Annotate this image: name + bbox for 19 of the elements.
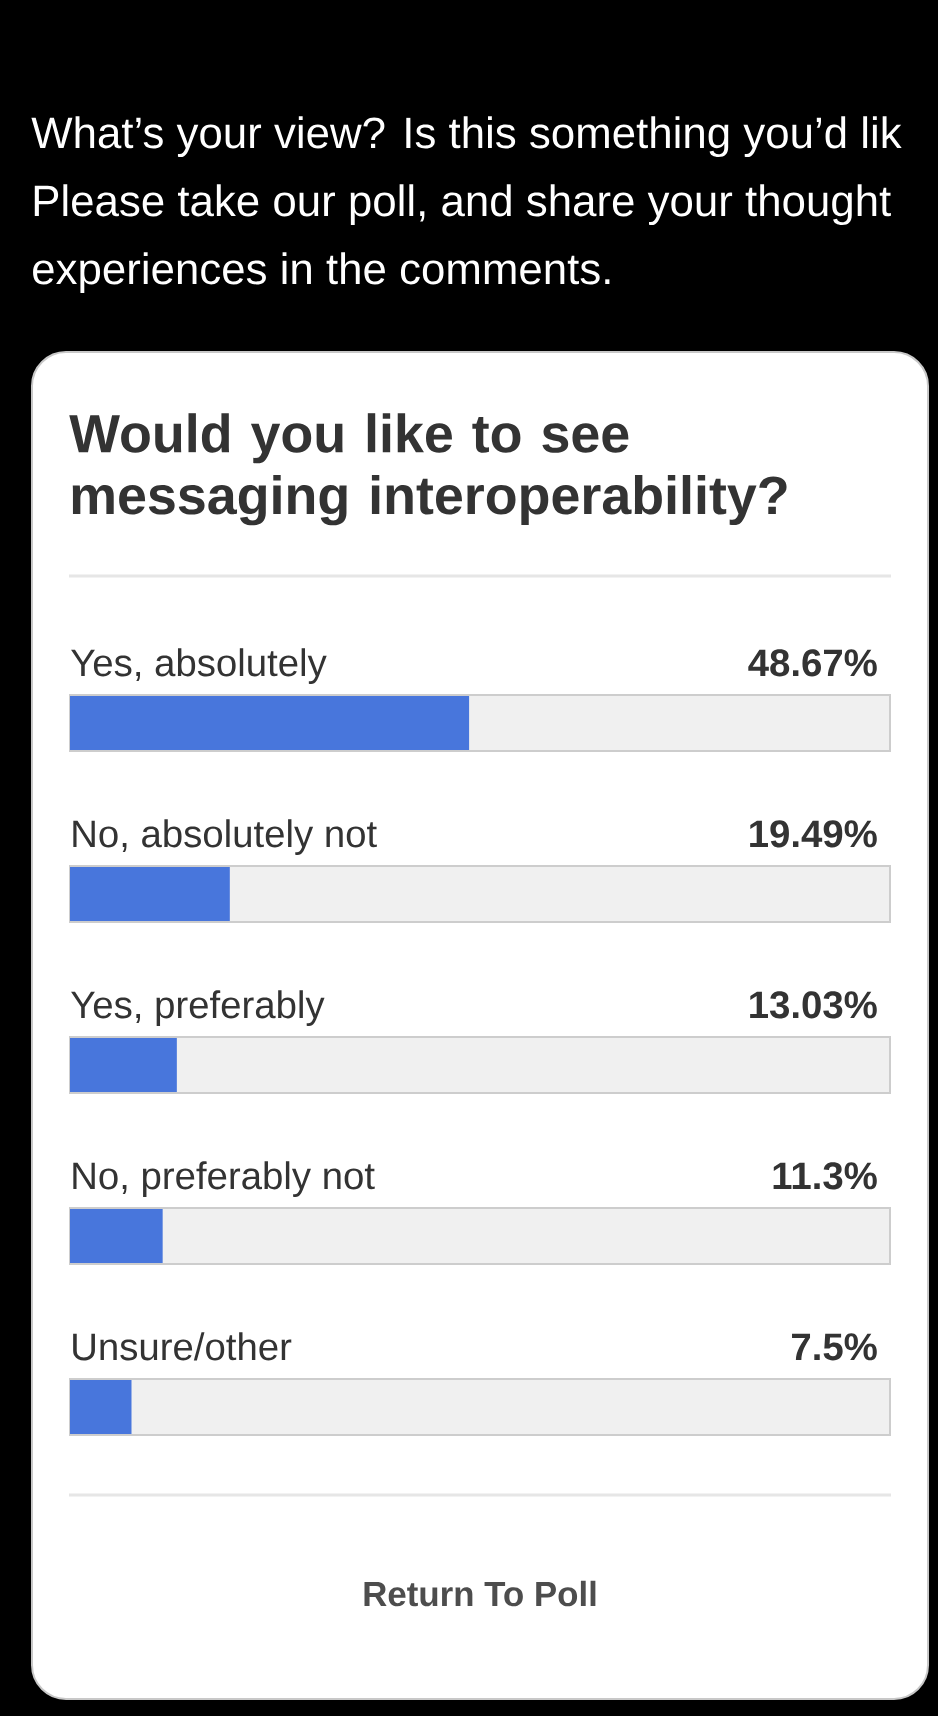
y-tick-label: Yes, absolutely [71, 648, 327, 684]
text: Please take our poll, and share your thought [34, 184, 891, 226]
text: experiences in the comments. [33, 252, 610, 294]
y-tick-label: No, absolutely not [73, 819, 377, 855]
bar [70, 1380, 132, 1435]
bar [70, 867, 230, 922]
data-label: 11.3% [773, 1162, 877, 1190]
chart-title: Would you like to see messaging interoperability? [69, 413, 787, 526]
data-label: 13.03% [750, 991, 877, 1019]
bar [70, 1209, 163, 1264]
bar [70, 1038, 177, 1093]
text: Return To Poll [364, 1580, 596, 1607]
data-label: 19.49% [750, 820, 877, 848]
y-tick-label: No, preferably not [73, 1161, 375, 1197]
y-tick-label: Unsure/other [73, 1332, 292, 1361]
y-tick-label: Yes, preferably [71, 990, 325, 1026]
data-label: 7.5% [792, 1333, 877, 1361]
text: What’s your view? Is this something you’d lik [31, 116, 902, 158]
data-label: 48.67% [748, 649, 877, 677]
